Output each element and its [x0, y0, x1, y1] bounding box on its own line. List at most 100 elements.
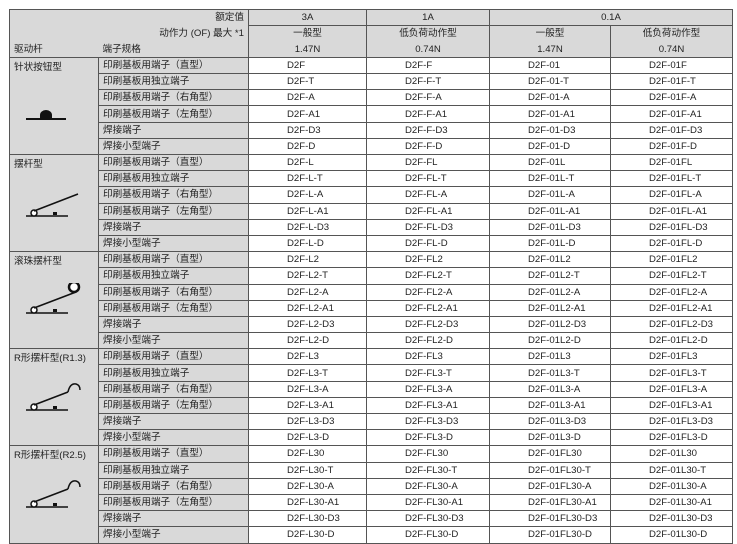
model-number: D2F-L-D: [248, 234, 367, 253]
table-row: 焊接端子 D2F-D3 D2F-F-D3 D2F-01-D3 D2F-01F-D3: [10, 121, 733, 139]
model-number: D2F-L2-T: [248, 267, 367, 285]
terminal-type: 印刷基板用端子（直型）: [98, 348, 249, 366]
model-number: D2F-FL3-D3: [366, 413, 490, 431]
model-number: D2F-FL-D: [366, 234, 490, 253]
model-number: D2F-01F-A: [610, 89, 733, 107]
model-number: D2F-01L2-D: [489, 332, 611, 350]
model-number: D2F-T: [248, 73, 367, 91]
model-number: D2F-L30-A: [248, 477, 367, 495]
model-number: D2F-01FL30-T: [489, 461, 611, 479]
model-number: D2F-01FL3-T: [610, 364, 733, 382]
table-row: 针状按钮型 印刷基板用端子（直型） D2F D2F-F D2F-01 D2F-01F: [9, 56, 733, 156]
table-row: 摆杆型 印刷基板用端子（直型） D2F-L D2F-FL D2F-01L D2F-01FL: [9, 154, 733, 253]
terminal-type: 印刷基板用端子（直型）: [98, 251, 249, 269]
model-number: D2F-FL30-T: [366, 461, 490, 479]
table-row: 印刷基板用端子（左角型） D2F-L3-A1 D2F-FL3-A1 D2F-01L3-…: [10, 396, 733, 415]
table-row: 焊接小型端子 D2F-L2-D D2F-FL2-D D2F-01L2-D D2F-01F…: [10, 332, 733, 350]
model-number: D2F-L-D3: [248, 218, 367, 236]
table-row: R形摆杆型(R1.3) 印刷基板用端子（直型） D2F-L3 D2F-FL3 D2F-0…: [9, 348, 733, 447]
model-number: D2F-01F-D: [610, 137, 733, 156]
type-label: 一般型: [489, 25, 611, 42]
hinge-lever-icon: [26, 193, 79, 217]
model-number: D2F-01-A1: [489, 105, 611, 123]
model-number: D2F: [248, 56, 367, 75]
force-value: 0.74N: [366, 41, 490, 58]
model-number: D2F-01FL30-D3: [489, 510, 611, 528]
force-label: 动作力 (OF) 最大 *1: [9, 25, 249, 42]
table-row: 印刷基板用端子（左角型） D2F-L-A1 D2F-FL-A1 D2F-01L-A1 D…: [10, 202, 733, 220]
terminal-type: 印刷基板用独立端子: [98, 364, 249, 382]
terminal-type: 印刷基板用端子（右角型）: [98, 89, 249, 107]
model-number: D2F-L3-D3: [248, 413, 367, 431]
table-row: 印刷基板用独立端子 D2F-L2-T D2F-FL2-T D2F-01L2-T D2F-…: [10, 267, 733, 285]
table-row: 焊接小型端子 D2F-L30-D D2F-FL30-D D2F-01FL30-D D2F…: [10, 526, 733, 544]
type-label: 一般型: [248, 25, 367, 42]
model-number: D2F-01L2-D3: [489, 315, 611, 334]
model-number: D2F-01L: [489, 154, 611, 172]
model-number: D2F-01F: [610, 56, 733, 75]
model-number: D2F-01FL2: [610, 251, 733, 269]
model-number: D2F-01F-D3: [610, 121, 733, 139]
model-number: D2F-L3-A1: [248, 396, 367, 415]
model-number: D2F-01L3-D3: [489, 413, 611, 431]
model-number: D2F-L2: [248, 251, 367, 269]
table-row: 焊接小型端子 D2F-L-D D2F-FL-D D2F-01L-D D2F-01FL-D: [10, 234, 733, 253]
table-row: 焊接小型端子 D2F-D D2F-F-D D2F-01-D D2F-01F-D: [10, 137, 733, 156]
table-row: 印刷基板用独立端子 D2F-L-T D2F-FL-T D2F-01L-T D2F-01F…: [10, 170, 733, 188]
model-number: D2F-01-D: [489, 137, 611, 156]
table-row: 印刷基板用端子（左角型） D2F-L30-A1 D2F-FL30-A1 D2F-01F…: [10, 493, 733, 512]
rated-label: 额定值: [9, 8, 249, 26]
model-number: D2F-01F-T: [610, 73, 733, 91]
model-number: D2F-L2-A1: [248, 299, 367, 317]
model-number: D2F-A: [248, 89, 367, 107]
model-number: D2F-FL: [366, 154, 490, 172]
table-row: 印刷基板用独立端子 D2F-T D2F-F-T D2F-01-T D2F-01F-T: [10, 73, 733, 91]
table-row: 焊接端子 D2F-L3-D3 D2F-FL3-D3 D2F-01L3-D3 D2F-01…: [10, 413, 733, 431]
model-number: D2F-01-A: [489, 89, 611, 107]
model-number: D2F-01L30: [610, 445, 733, 463]
actuator-cell: R形摆杆型(R2.5): [9, 445, 99, 544]
model-number: D2F-01L30-D: [610, 526, 733, 544]
model-number: D2F-01FL-T: [610, 170, 733, 188]
model-number: D2F-01: [489, 56, 611, 75]
actuator-cell: 针状按钮型: [9, 56, 99, 156]
terminal-label: 端子规格: [98, 41, 249, 58]
model-number: D2F-01L-D: [489, 234, 611, 253]
model-number: D2F-01L2-A: [489, 283, 611, 301]
table-row: 印刷基板用端子（左角型） D2F-A1 D2F-F-A1 D2F-01-A1 D2F-0…: [10, 105, 733, 123]
current-3a: 3A: [248, 8, 367, 27]
model-number: D2F-01L-A: [489, 186, 611, 204]
model-number: D2F-01FL30: [489, 445, 611, 463]
model-number: D2F-L-T: [248, 170, 367, 188]
table-row: 印刷基板用端子（右角型） D2F-L3-A D2F-FL3-A D2F-01L3-A D…: [10, 380, 733, 398]
table-row: R形摆杆型(R2.5) 印刷基板用端子（直型） D2F-L30 D2F-FL30 D2F…: [9, 445, 733, 544]
terminal-type: 焊接端子: [98, 510, 249, 528]
actuator-name: 滚珠摆杆型: [14, 256, 62, 268]
table-row: 焊接端子 D2F-L2-D3 D2F-FL2-D3 D2F-01L2-D3 D2F-01…: [10, 315, 733, 334]
model-number: D2F-01FL2-A1: [610, 299, 733, 317]
model-number: D2F-01FL2-T: [610, 267, 733, 285]
model-number: D2F-01FL2-A: [610, 283, 733, 301]
model-number: D2F-FL30: [366, 445, 490, 463]
simulated-roller-lever-icon: [26, 480, 81, 509]
model-number: D2F-FL-A1: [366, 202, 490, 220]
model-number: D2F-01L-D3: [489, 218, 611, 236]
model-number: D2F-L3-T: [248, 364, 367, 382]
model-number: D2F-01L30-A1: [610, 493, 733, 512]
model-number: D2F-01FL3-D3: [610, 413, 733, 431]
model-number: D2F-01FL30-D: [489, 526, 611, 544]
table-row: 印刷基板用端子（右角型） D2F-L-A D2F-FL-A D2F-01L-A D2F-…: [10, 186, 733, 204]
actuator-name: R形摆杆型(R2.5): [14, 450, 86, 462]
model-number: D2F-A1: [248, 105, 367, 123]
model-number: D2F-FL2-D: [366, 332, 490, 350]
table-row: 印刷基板用独立端子 D2F-L30-T D2F-FL30-T D2F-01FL30-T…: [10, 461, 733, 479]
terminal-type: 印刷基板用端子（直型）: [98, 154, 249, 172]
terminal-type: 焊接小型端子: [98, 332, 249, 350]
pin-plunger-icon: [26, 109, 66, 120]
table-row: 印刷基板用端子（右角型） D2F-L30-A D2F-FL30-A D2F-01FL3…: [10, 477, 733, 495]
model-number: D2F-L30-T: [248, 461, 367, 479]
model-number: D2F-FL3-T: [366, 364, 490, 382]
model-number: D2F-D3: [248, 121, 367, 139]
model-number: D2F-L3-A: [248, 380, 367, 398]
model-number: D2F-L2-D3: [248, 315, 367, 334]
